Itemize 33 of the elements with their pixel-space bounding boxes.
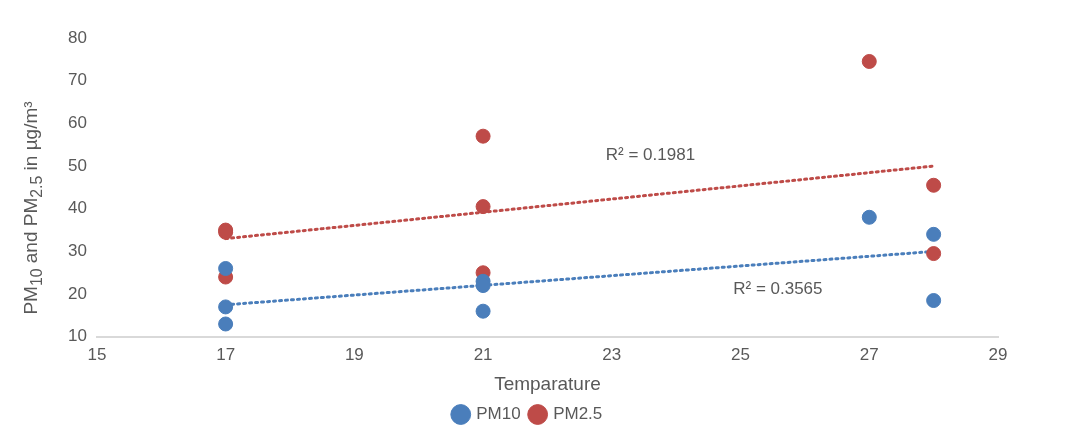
x-tick-label: 17 [216, 344, 236, 364]
x-tick-label: 25 [731, 344, 751, 364]
point [926, 246, 942, 262]
y-tick-label: 80 [67, 27, 87, 47]
x-tick-label: 27 [859, 344, 879, 364]
annotation: R² = 0.1981 [605, 144, 696, 164]
y-tick-label: 60 [67, 113, 87, 133]
legend-label: PM2.5 [553, 404, 603, 424]
x-tick-label: 19 [344, 344, 364, 364]
point [861, 53, 877, 69]
x-axis-title: Temparature [494, 372, 601, 394]
x-tick-label: 29 [988, 344, 1008, 364]
point [218, 261, 234, 276]
point [861, 209, 877, 225]
point [926, 293, 942, 309]
y-tick-label: 30 [67, 241, 87, 261]
x-tick-label: 21 [473, 344, 493, 364]
point [475, 199, 491, 215]
y-tick-label: 70 [67, 70, 87, 90]
y-tick-label: 10 [67, 326, 87, 346]
y-tick-label: 40 [67, 198, 87, 218]
point [926, 177, 942, 193]
x-tick-label: 15 [87, 344, 107, 364]
annotation: R² = 0.3565 [733, 278, 823, 298]
point [218, 316, 234, 332]
y-tick-label: 50 [67, 155, 87, 175]
y-tick-label: 20 [67, 283, 87, 303]
point [218, 299, 234, 315]
legend-label: PM10 [476, 404, 521, 424]
point [926, 226, 942, 242]
point [475, 303, 491, 319]
point [475, 128, 491, 144]
x-tick-label: 23 [602, 344, 622, 364]
